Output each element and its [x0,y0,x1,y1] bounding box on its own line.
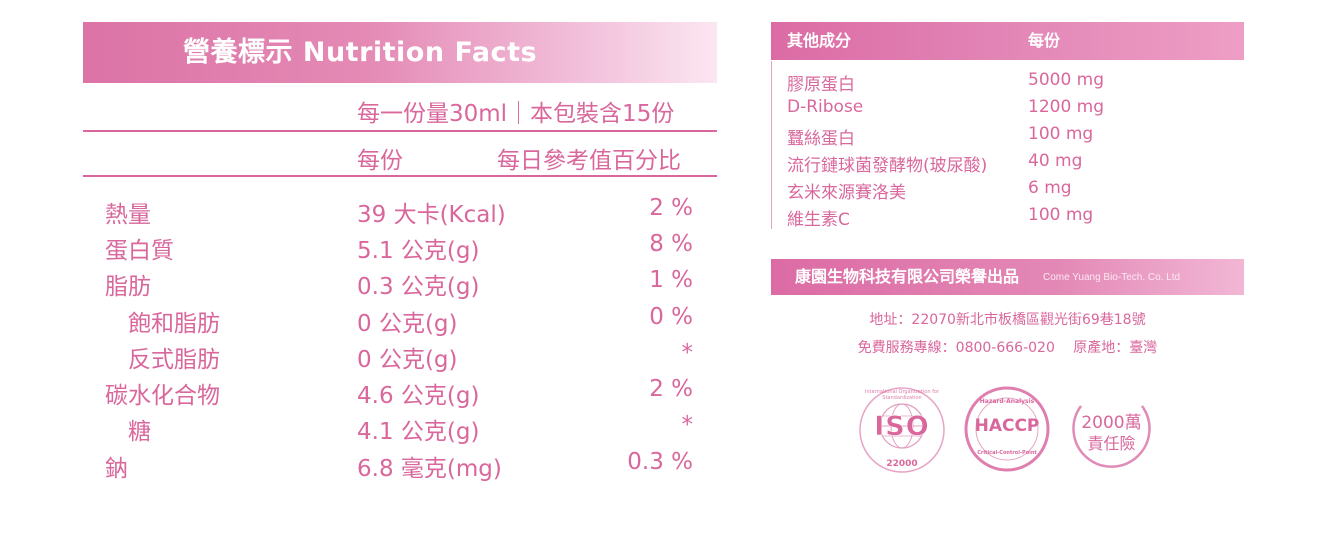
nutrient-percent: 2 % [649,376,693,402]
nutrient-name: 鈉 [105,456,128,482]
ingredient-row: 膠原蛋白 5000 mg [0,70,1317,97]
nutrition-row: 飽和脂肪 0 公克(g) 0 % [0,304,1317,340]
company-address: 地址：22070新北市板橋區觀光街69巷18號 [869,312,1146,328]
ingredient-row: 維生素C 100 mg [0,205,1317,232]
nutrient-name: 糖 [128,419,151,445]
other-ingredients-header: 其他成分 每份 [771,22,1244,60]
ingredient-row: 流行鏈球菌發酵物(玻尿酸) 40 mg [0,151,1317,178]
nutrition-row: 鈉 6.8 毫克(mg) 0.3 % [0,449,1317,485]
nutrient-percent: 1 % [649,267,693,293]
nutrition-row: 蛋白質 5.1 公克(g) 8 % [0,231,1317,267]
ingredient-name: 膠原蛋白 [787,75,855,95]
nutrition-row: 熱量 39 大卡(Kcal) 2 % [0,195,1317,231]
nutrient-name: 碳水化合物 [105,383,220,409]
nutrient-percent: 2 % [649,195,693,221]
divider [771,61,772,229]
nutrient-amount: 6.8 毫克(mg) [357,456,502,482]
iso-ring-text: International Organization for Standardi… [865,389,939,401]
iso-label: ISO [874,411,930,443]
divider [83,175,717,177]
nutrient-amount: 5.1 公克(g) [357,238,480,264]
company-name-english: Come Yuang Bio-Tech. Co. Ltd [1043,272,1181,283]
haccp-label: HACCP [974,416,1040,436]
nutrition-row: 反式脂肪 0 公克(g) * [0,340,1317,376]
company-name: 康園生物科技有限公司榮譽出品 [795,267,1020,286]
nutrition-header-bar: 營養標示 Nutrition Facts [83,22,717,83]
column-daily-value: 每日參考值百分比 [497,148,681,174]
nutrient-percent: 0.3 % [627,449,693,475]
ingredient-name: D-Ribose [787,97,864,117]
ingredient-row: 蠶絲蛋白 100 mg [0,124,1317,151]
nutrition-row: 脂肪 0.3 公克(g) 1 % [0,267,1317,303]
company-banner: 康園生物科技有限公司榮譽出品 Come Yuang Bio-Tech. Co. … [771,259,1244,295]
nutrition-title: 營養標示 Nutrition Facts [182,37,538,68]
other-ingredients-column-name: 其他成分 [787,31,852,50]
nutrition-row: 碳水化合物 4.6 公克(g) 2 % [0,376,1317,412]
nutrient-amount: 4.1 公克(g) [357,419,480,445]
ingredient-amount: 6 mg [1028,178,1072,198]
column-per-serving: 每份 [357,148,403,174]
ingredient-amount: 5000 mg [1028,70,1105,90]
ingredient-amount: 100 mg [1028,124,1094,144]
divider [83,130,717,132]
nutrient-amount: 0.3 公克(g) [357,274,480,300]
nutrition-row: 糖 4.1 公克(g) * [0,412,1317,448]
nutrient-percent: 8 % [649,231,693,257]
ingredient-name: 流行鏈球菌發酵物(玻尿酸) [787,156,988,176]
nutrient-amount: 39 大卡(Kcal) [357,202,506,228]
iso-badge-icon: ISO 22000 International Organization for… [858,386,946,474]
insurance-badge-icon: 2000萬 責任險 [1069,386,1154,471]
ingredient-name: 維生素C [787,210,850,230]
nutrient-name: 脂肪 [105,274,151,300]
haccp-bottom-text: Critical-Control-Point [977,450,1037,456]
nutrient-percent: * [681,412,694,438]
iso-number: 22000 [886,459,918,469]
nutrient-percent: * [681,340,694,366]
ingredient-name: 玄米來源賽洛美 [787,183,906,203]
nutrient-percent: 0 % [649,304,693,330]
nutrient-name: 飽和脂肪 [128,311,220,337]
ingredient-amount: 40 mg [1028,151,1083,171]
nutrient-name: 熱量 [105,202,151,228]
nutrient-amount: 0 公克(g) [357,311,458,337]
nutrient-name: 反式脂肪 [128,347,220,373]
nutrient-name: 蛋白質 [105,238,174,264]
ingredient-row: D-Ribose 1200 mg [0,97,1317,124]
nutrient-amount: 0 公克(g) [357,347,458,373]
company-hotline: 免費服務專線：0800-666-020 原產地：臺灣 [857,340,1158,356]
haccp-top-text: Hazard-Analysis [979,398,1035,405]
ingredient-row: 玄米來源賽洛美 6 mg [0,178,1317,205]
serving-size: 每一份量30ml｜本包裝含15份 [357,101,675,127]
ingredient-amount: 1200 mg [1028,97,1105,117]
insurance-amount: 2000萬 [1081,413,1142,433]
nutrient-amount: 4.6 公克(g) [357,383,480,409]
ingredient-name: 蠶絲蛋白 [787,129,855,149]
haccp-badge-icon: HACCP Hazard-Analysis Critical-Control-P… [964,386,1050,472]
ingredient-amount: 100 mg [1028,205,1094,225]
other-ingredients-column-amount: 每份 [1028,31,1061,50]
insurance-label: 責任險 [1087,434,1136,453]
